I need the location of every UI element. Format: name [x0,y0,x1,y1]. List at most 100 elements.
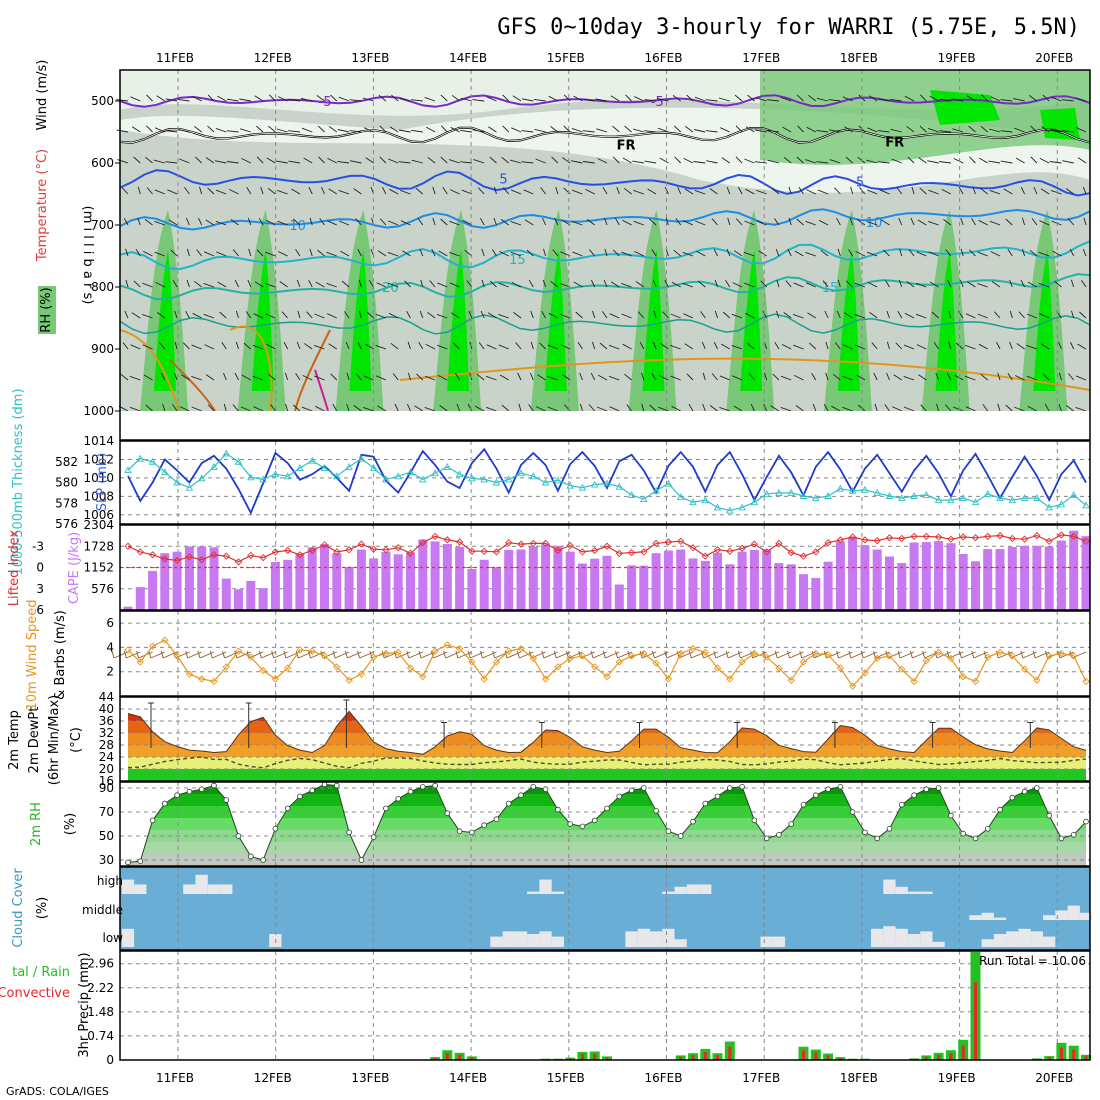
wind-barb [205,157,215,164]
wind-barb [854,344,866,350]
wind-barb [491,249,497,257]
wind-barb [822,280,829,288]
rh-marker [174,792,180,798]
lifted-index-marker [971,534,980,542]
rh-saturated-core [740,250,763,391]
wind-axis-label: Wind (m/s) [35,60,50,131]
thickness-marker [627,491,636,498]
rh-marker [1034,785,1040,791]
wind-barb [659,157,669,164]
wind-barb [375,313,387,319]
wind-barb [358,279,362,288]
wind-barb [431,248,436,257]
rh-marker [235,833,242,839]
wind-barb [254,95,264,102]
precip-convective-bar [679,1056,683,1060]
rh-marker [960,830,966,837]
wind-barb [775,310,780,319]
wind-barb [732,375,743,381]
wind-barb [945,249,952,257]
thickness-marker [320,464,329,471]
wind-barb [1077,343,1087,350]
wind-barb [675,218,682,226]
wind-barb [977,313,988,319]
wind-barb [392,373,399,381]
cape-bar [688,558,698,610]
wind-barb [971,217,976,226]
cloud-bar-high [121,879,135,894]
wind-barb [541,310,546,319]
wind-barb [789,651,804,659]
wind-speed-marker [541,675,550,683]
wind-speed-marker [222,663,230,671]
wind-barb [573,95,583,102]
rh-marker [162,800,168,807]
wind-barb [375,344,387,350]
cape-bar [172,551,182,610]
thickness-marker [861,485,869,493]
wind-barb [489,156,497,164]
wind-barb [400,220,411,226]
precip-total-label: tal / Rain [12,965,70,980]
cape-bar [492,567,501,610]
temperature-contour-warm [399,357,1091,391]
wind-barb [719,406,730,412]
wind-barb [145,156,153,164]
wind-barb [1075,406,1087,412]
lifted-index-marker [271,548,280,556]
wind-barb [744,282,755,288]
wind-barb [571,160,583,164]
wind-barb [364,343,374,350]
wind-barb [764,372,768,381]
wind-barb [404,280,411,288]
temperature-contour-warm [294,329,331,412]
wind-barb [291,188,301,195]
wind-barb [797,125,804,133]
lifted-index-marker [124,542,132,550]
wind-barb [142,282,153,288]
wind-barb [1026,344,1038,350]
wind-barb [389,188,399,195]
lifted-index-marker [763,548,771,556]
wind-barb [624,125,632,133]
wind-barb-feather [1020,650,1024,659]
wind-barb [796,156,804,164]
wind-speed-marker [971,677,980,686]
wind-barb [783,312,792,319]
lifted-index-marker [492,548,501,556]
wind-barb [502,187,510,195]
wind-barb [1038,251,1050,257]
wind-barb-feather [590,650,594,659]
wind-barb [406,403,411,412]
precip-convective-bar [814,1052,818,1060]
wind-barb [652,341,657,350]
wind-speed-marker [284,664,292,672]
wind-barb [355,218,362,226]
wind-speed-marker [161,636,169,644]
wind-barb [381,186,387,195]
wind-barb [548,95,559,102]
wind-barb [212,651,227,659]
wind-barb [301,127,313,133]
rh-marker [493,816,500,822]
wind-speed-marker [701,648,709,656]
wind-barb [219,311,227,319]
wind-speed-marker [554,663,562,671]
wind-barb [240,406,251,412]
wind-barb [898,217,903,226]
wind-barb [293,218,301,226]
wind-barb [285,403,289,412]
wind-barb [266,343,276,350]
wind-barb [133,156,141,164]
precip-convective-bar [728,1046,732,1060]
wind-barb [310,651,325,659]
rh-marker [198,786,205,792]
temperature-contour [119,240,1091,271]
wind-barb [806,126,817,133]
cloud-bar-high [195,874,208,894]
rh-marker [948,812,954,819]
precip-convective-bar [974,982,977,1060]
rh-marker [579,823,586,830]
wind-barb [622,157,632,164]
lifted-index-marker [198,556,206,564]
